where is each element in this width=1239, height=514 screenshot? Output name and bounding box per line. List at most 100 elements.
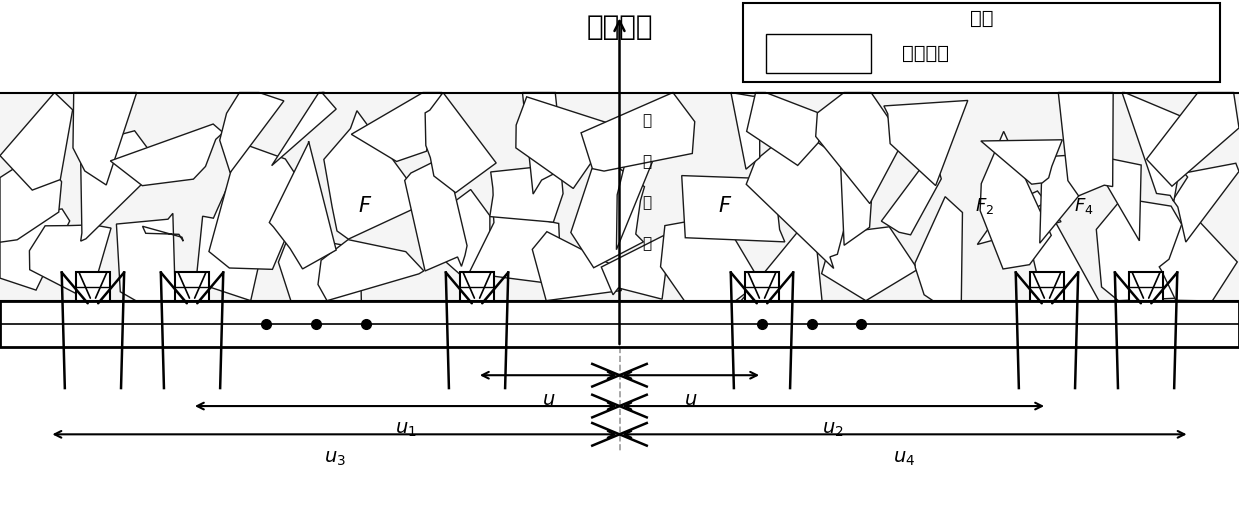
Polygon shape xyxy=(782,34,789,50)
Bar xyxy=(175,272,209,301)
Polygon shape xyxy=(840,46,844,62)
Text: 线: 线 xyxy=(642,236,650,251)
Polygon shape xyxy=(782,53,789,73)
Polygon shape xyxy=(581,93,695,171)
Text: $F_4$: $F_4$ xyxy=(1074,196,1094,215)
Text: $F$: $F$ xyxy=(717,196,732,215)
Polygon shape xyxy=(533,232,622,301)
Polygon shape xyxy=(1160,209,1238,301)
Text: 掘: 掘 xyxy=(642,113,650,128)
Polygon shape xyxy=(515,97,617,189)
Bar xyxy=(1129,272,1163,301)
Polygon shape xyxy=(852,45,862,56)
Polygon shape xyxy=(817,40,821,60)
Polygon shape xyxy=(824,44,830,61)
Polygon shape xyxy=(352,93,442,161)
Polygon shape xyxy=(854,34,861,50)
Text: 进: 进 xyxy=(642,154,650,169)
Bar xyxy=(76,272,110,301)
Text: $u_2$: $u_2$ xyxy=(823,420,844,439)
Bar xyxy=(0,93,1239,301)
Polygon shape xyxy=(425,190,489,301)
Polygon shape xyxy=(318,240,424,301)
Polygon shape xyxy=(798,42,807,65)
Polygon shape xyxy=(795,60,803,73)
Polygon shape xyxy=(1123,93,1188,201)
Polygon shape xyxy=(808,60,814,73)
Polygon shape xyxy=(847,57,855,73)
Text: 轴: 轴 xyxy=(642,195,650,210)
Polygon shape xyxy=(660,215,761,301)
Polygon shape xyxy=(799,35,808,51)
Polygon shape xyxy=(812,67,819,73)
Polygon shape xyxy=(817,34,821,50)
Text: $u_4$: $u_4$ xyxy=(893,449,916,468)
Polygon shape xyxy=(776,52,784,71)
Polygon shape xyxy=(746,127,859,268)
Polygon shape xyxy=(777,34,784,47)
Polygon shape xyxy=(821,60,831,73)
Polygon shape xyxy=(116,213,176,301)
Polygon shape xyxy=(1146,93,1239,186)
Bar xyxy=(0,301,1239,347)
Polygon shape xyxy=(823,40,828,56)
Bar xyxy=(460,272,494,301)
Polygon shape xyxy=(859,56,866,73)
Polygon shape xyxy=(821,227,918,301)
Polygon shape xyxy=(741,227,821,301)
Polygon shape xyxy=(571,159,644,268)
Polygon shape xyxy=(813,39,818,62)
Polygon shape xyxy=(771,35,777,52)
Text: $F_2$: $F_2$ xyxy=(975,196,995,215)
Polygon shape xyxy=(836,65,845,73)
Text: $u$: $u$ xyxy=(541,390,555,409)
Text: $u_3$: $u_3$ xyxy=(323,449,346,468)
Polygon shape xyxy=(788,43,794,65)
Text: $F$: $F$ xyxy=(358,196,373,215)
Polygon shape xyxy=(1040,154,1110,243)
Polygon shape xyxy=(271,93,336,166)
Polygon shape xyxy=(846,34,854,47)
Polygon shape xyxy=(838,34,843,49)
Polygon shape xyxy=(405,156,467,271)
Polygon shape xyxy=(914,197,963,301)
Polygon shape xyxy=(323,111,425,239)
Polygon shape xyxy=(980,132,1051,269)
Polygon shape xyxy=(523,93,564,194)
Polygon shape xyxy=(1058,93,1113,196)
Polygon shape xyxy=(809,34,815,53)
Polygon shape xyxy=(0,209,69,290)
Polygon shape xyxy=(142,226,183,241)
Polygon shape xyxy=(843,47,851,66)
Polygon shape xyxy=(793,34,800,47)
Polygon shape xyxy=(852,61,859,73)
Polygon shape xyxy=(489,165,563,222)
Polygon shape xyxy=(209,142,306,269)
Polygon shape xyxy=(1097,198,1204,301)
Polygon shape xyxy=(73,93,136,185)
Polygon shape xyxy=(799,53,805,73)
Polygon shape xyxy=(1023,203,1099,301)
Bar xyxy=(766,34,871,73)
Polygon shape xyxy=(881,151,942,235)
Polygon shape xyxy=(790,34,798,55)
Polygon shape xyxy=(747,93,829,166)
Polygon shape xyxy=(859,34,869,48)
Polygon shape xyxy=(830,34,835,48)
Polygon shape xyxy=(815,93,903,204)
Polygon shape xyxy=(830,45,836,66)
Polygon shape xyxy=(839,118,873,245)
Polygon shape xyxy=(771,52,778,64)
Polygon shape xyxy=(30,225,112,301)
Polygon shape xyxy=(425,93,496,193)
Polygon shape xyxy=(828,53,833,73)
Text: 图例: 图例 xyxy=(970,9,994,28)
Polygon shape xyxy=(0,93,73,190)
Polygon shape xyxy=(0,152,62,242)
Text: 掘进方向: 掘进方向 xyxy=(586,13,653,41)
Bar xyxy=(766,34,871,73)
Polygon shape xyxy=(981,140,1062,184)
Polygon shape xyxy=(681,176,784,242)
Polygon shape xyxy=(805,47,815,65)
Polygon shape xyxy=(840,34,846,48)
